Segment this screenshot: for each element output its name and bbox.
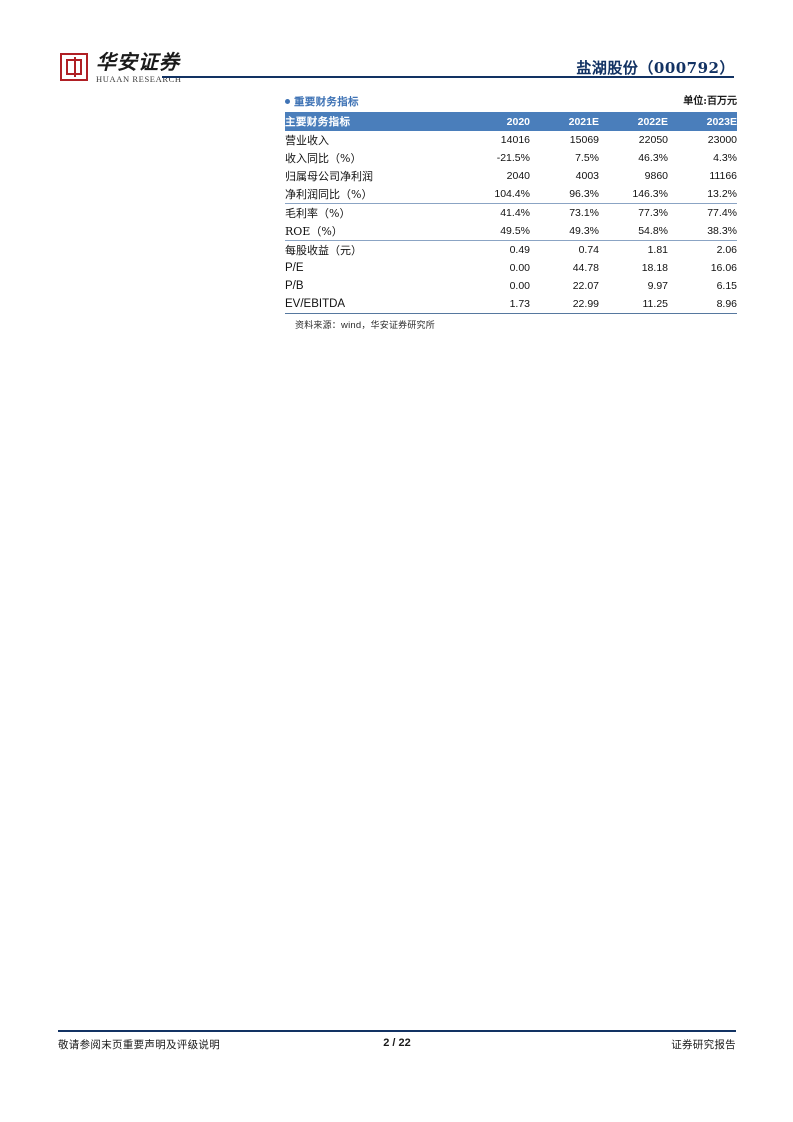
- page-title: 盐湖股份（000792）: [576, 59, 735, 77]
- table-row: 每股收益（元） 0.49 0.74 1.81 2.06: [285, 241, 737, 260]
- row-value: 23000: [707, 134, 737, 146]
- column-header-2020: 2020: [461, 112, 530, 131]
- company-logo: 华安证券 HUAAN RESEARCH: [60, 52, 182, 84]
- row-value: 49.5%: [461, 222, 530, 241]
- column-header-label: 主要财务指标: [285, 112, 461, 131]
- table-row: P/E 0.00 44.78 18.18 16.06: [285, 259, 737, 277]
- row-label: 收入同比（%）: [285, 152, 362, 165]
- page-number: 2 / 22: [383, 1036, 411, 1049]
- logo-name-cn: 华安证券: [96, 50, 180, 74]
- table-row: 毛利率（%） 41.4% 73.1% 77.3% 77.4%: [285, 204, 737, 223]
- table-unit-label: 单位:百万元: [683, 96, 737, 107]
- row-value: 14016: [500, 134, 530, 146]
- row-value: 6.15: [716, 280, 737, 292]
- footer-divider: [58, 1030, 736, 1032]
- row-value: 4003: [575, 170, 599, 182]
- row-value: 0.00: [509, 280, 530, 292]
- table-row: ROE（%） 49.5% 49.3% 54.8% 38.3%: [285, 222, 737, 241]
- row-label: 每股收益（元）: [285, 244, 362, 257]
- row-value: 22.07: [572, 280, 599, 292]
- row-value: 7.5%: [575, 152, 599, 164]
- row-value: 11166: [709, 170, 737, 182]
- row-value: 4.3%: [713, 152, 737, 164]
- row-value: 73.1%: [569, 207, 599, 219]
- table-row: 净利润同比（%） 104.4% 96.3% 146.3% 13.2%: [285, 185, 737, 204]
- row-value: 96.3%: [530, 185, 599, 204]
- bullet-icon: [285, 99, 290, 104]
- row-value: 13.2%: [668, 185, 737, 204]
- row-value: 18.18: [641, 262, 668, 274]
- row-label: 毛利率（%）: [285, 207, 351, 220]
- table-row: P/B 0.00 22.07 9.97 6.15: [285, 277, 737, 295]
- table-title-label: 重要财务指标: [294, 96, 359, 108]
- financial-indicators-block: 重要财务指标 单位:百万元 主要财务指标 2020 2021E 2022E 20…: [285, 92, 737, 331]
- row-value: 0.49: [509, 244, 530, 256]
- row-value: 54.8%: [599, 222, 668, 241]
- row-value: 15069: [569, 134, 599, 146]
- row-label: ROE（%）: [285, 222, 461, 241]
- table-header-row: 主要财务指标 2020 2021E 2022E 2023E: [285, 112, 737, 131]
- row-value: 22050: [638, 134, 668, 146]
- logo-name-en: HUAAN RESEARCH: [96, 74, 182, 84]
- page-header: 华安证券 HUAAN RESEARCH 盐湖股份（000792）: [0, 0, 793, 90]
- logo-wordmark: 华安证券 HUAAN RESEARCH: [96, 52, 182, 84]
- header-divider: [162, 76, 734, 78]
- footer-disclaimer: 敬请参阅末页重要声明及评级说明: [58, 1038, 220, 1051]
- row-value: 77.3%: [638, 207, 668, 219]
- source-database: wind: [341, 320, 362, 331]
- table-body: 营业收入 14016 15069 22050 23000 收入同比（%） -21.5% 7.5…: [285, 131, 737, 314]
- column-header-2022e: 2022E: [599, 112, 668, 131]
- row-value: 77.4%: [707, 207, 737, 219]
- row-value: 2040: [506, 170, 530, 182]
- footer-row: 敬请参阅末页重要声明及评级说明 2 / 22 证券研究报告: [58, 1037, 736, 1052]
- source-suffix: ，华安证券研究所: [361, 321, 435, 331]
- row-value: 46.3%: [638, 152, 668, 164]
- table-caption-row: 重要财务指标 单位:百万元: [285, 92, 737, 109]
- row-value: 11.25: [599, 295, 668, 314]
- row-value: 16.06: [710, 262, 737, 274]
- row-value: 0.00: [509, 262, 530, 274]
- row-value: 146.3%: [599, 185, 668, 204]
- footer-report-type: 证券研究报告: [671, 1038, 736, 1051]
- row-label: 归属母公司净利润: [285, 170, 373, 183]
- row-value: 1.73: [461, 295, 530, 314]
- row-value: 0.74: [578, 244, 599, 256]
- table-row: EV/EBITDA 1.73 22.99 11.25 8.96: [285, 295, 737, 314]
- financial-indicators-table: 主要财务指标 2020 2021E 2022E 2023E 营业收入 14016 1…: [285, 112, 737, 314]
- row-value: 9860: [644, 170, 668, 182]
- row-label: P/E: [285, 262, 304, 274]
- table-row: 归属母公司净利润 2040 4003 9860 11166: [285, 167, 737, 185]
- row-value: 2.06: [716, 244, 737, 256]
- table-source-note: 资料来源：wind，华安证券研究所: [285, 318, 737, 331]
- row-value: 44.78: [572, 262, 599, 274]
- table-header: 主要财务指标 2020 2021E 2022E 2023E: [285, 112, 737, 131]
- row-value: 38.3%: [668, 222, 737, 241]
- row-value: 1.81: [647, 244, 668, 256]
- row-label: 净利润同比（%）: [285, 185, 461, 204]
- page-footer: 敬请参阅末页重要声明及评级说明 2 / 22 证券研究报告: [58, 1030, 736, 1052]
- row-value: 104.4%: [461, 185, 530, 204]
- row-label: EV/EBITDA: [285, 295, 461, 314]
- row-value: 41.4%: [500, 207, 530, 219]
- seal-icon: [60, 53, 88, 81]
- column-header-2021e: 2021E: [530, 112, 599, 131]
- row-label: P/B: [285, 280, 304, 292]
- row-value: 22.99: [530, 295, 599, 314]
- row-value: 49.3%: [530, 222, 599, 241]
- row-label: 营业收入: [285, 134, 329, 147]
- column-header-2023e: 2023E: [668, 112, 737, 131]
- table-row: 营业收入 14016 15069 22050 23000: [285, 131, 737, 149]
- row-value: 8.96: [668, 295, 737, 314]
- source-prefix: 资料来源：: [295, 321, 342, 331]
- table-title: 重要财务指标: [285, 94, 359, 109]
- row-value: 9.97: [647, 280, 668, 292]
- table-row: 收入同比（%） -21.5% 7.5% 46.3% 4.3%: [285, 149, 737, 167]
- row-value: -21.5%: [496, 152, 530, 164]
